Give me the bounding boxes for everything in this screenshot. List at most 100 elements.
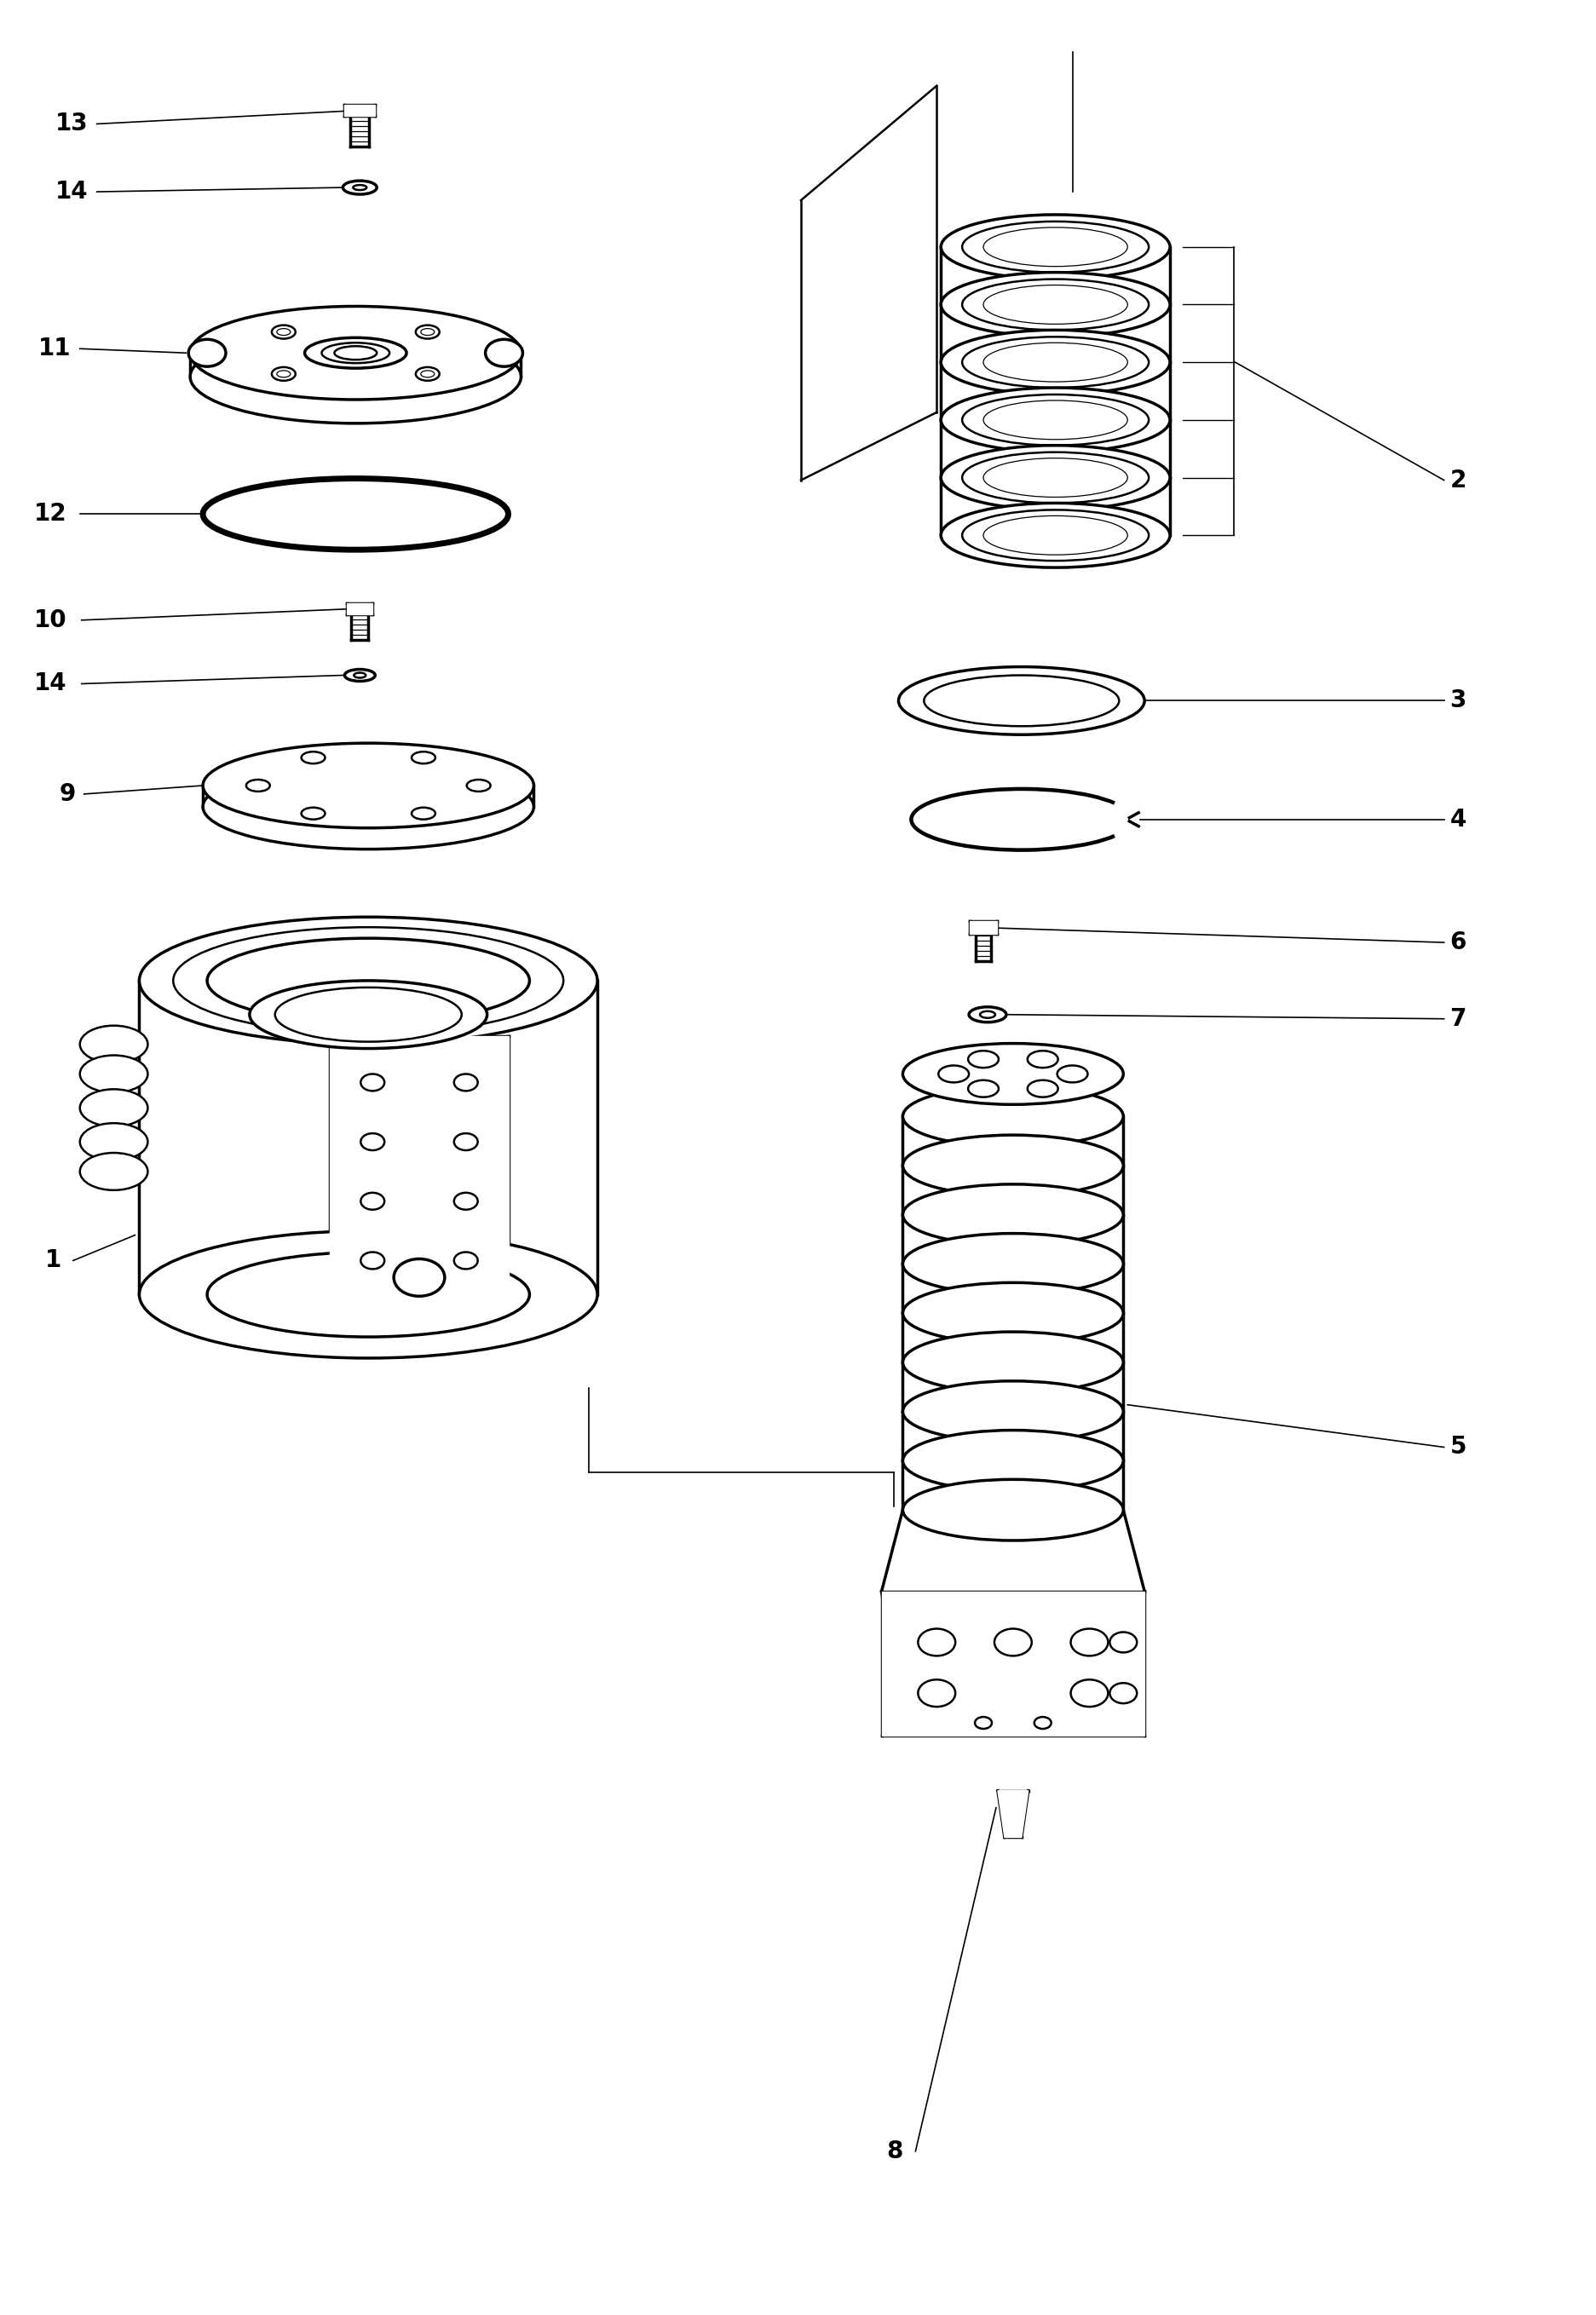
Text: 2: 2 [1449,468,1467,493]
Ellipse shape [1028,1081,1058,1097]
Ellipse shape [139,917,597,1044]
Ellipse shape [962,336,1149,387]
Polygon shape [970,921,998,933]
Text: 3: 3 [1449,690,1467,713]
Ellipse shape [139,1232,597,1359]
Ellipse shape [466,780,490,792]
Polygon shape [330,1035,508,1299]
Polygon shape [881,1590,1144,1736]
Ellipse shape [361,1134,385,1151]
Ellipse shape [305,338,407,368]
Ellipse shape [80,1153,148,1190]
Ellipse shape [903,1382,1124,1442]
Ellipse shape [246,780,270,792]
Polygon shape [998,1792,1028,1838]
Ellipse shape [453,1192,477,1211]
Ellipse shape [903,1044,1124,1104]
Ellipse shape [203,743,533,829]
Ellipse shape [962,280,1149,331]
Ellipse shape [942,273,1170,336]
Ellipse shape [942,215,1170,280]
Ellipse shape [1057,1065,1088,1083]
Ellipse shape [942,387,1170,451]
Ellipse shape [942,331,1170,394]
Ellipse shape [203,764,533,850]
Ellipse shape [271,368,295,380]
Ellipse shape [394,1259,445,1296]
Polygon shape [346,604,372,613]
Ellipse shape [80,1026,148,1063]
Ellipse shape [938,1065,969,1083]
Ellipse shape [353,185,367,190]
Ellipse shape [412,808,436,820]
Text: 8: 8 [886,2139,903,2162]
Ellipse shape [962,509,1149,560]
Text: 11: 11 [38,336,72,361]
Ellipse shape [975,1718,991,1729]
Ellipse shape [412,752,436,764]
Ellipse shape [994,1630,1031,1655]
Ellipse shape [962,394,1149,444]
Ellipse shape [903,1331,1124,1394]
Ellipse shape [354,674,365,678]
Ellipse shape [276,370,290,377]
Text: 7: 7 [1449,1007,1467,1030]
Ellipse shape [962,451,1149,502]
Ellipse shape [983,343,1127,382]
Ellipse shape [918,1630,956,1655]
Ellipse shape [1109,1683,1136,1704]
Ellipse shape [343,181,377,194]
Text: 1: 1 [45,1248,61,1273]
Ellipse shape [485,340,523,366]
Ellipse shape [924,676,1119,727]
Ellipse shape [275,989,461,1042]
Text: 13: 13 [56,111,88,137]
Ellipse shape [453,1134,477,1151]
Text: 14: 14 [34,671,67,697]
Ellipse shape [1071,1681,1108,1706]
Ellipse shape [903,1479,1124,1539]
Ellipse shape [1071,1630,1108,1655]
Ellipse shape [453,1074,477,1090]
Text: 10: 10 [34,609,67,632]
Ellipse shape [361,1252,385,1269]
Text: 12: 12 [34,502,67,526]
Ellipse shape [969,1081,999,1097]
Ellipse shape [969,1051,999,1067]
Ellipse shape [271,324,295,338]
Ellipse shape [207,1252,530,1336]
Ellipse shape [942,502,1170,567]
Ellipse shape [983,400,1127,440]
Ellipse shape [983,516,1127,556]
Ellipse shape [962,222,1149,273]
Ellipse shape [249,982,487,1049]
Text: 14: 14 [56,181,88,204]
Ellipse shape [1034,1718,1052,1729]
Ellipse shape [918,1681,956,1706]
Ellipse shape [903,1431,1124,1491]
Ellipse shape [942,444,1170,509]
Ellipse shape [80,1090,148,1127]
Ellipse shape [276,329,290,336]
Ellipse shape [969,1007,1005,1023]
Ellipse shape [80,1056,148,1093]
Ellipse shape [203,479,508,549]
Ellipse shape [190,331,520,424]
Ellipse shape [903,1283,1124,1343]
Ellipse shape [335,347,377,359]
Ellipse shape [983,458,1127,498]
Ellipse shape [302,808,326,820]
Ellipse shape [983,285,1127,324]
Ellipse shape [207,938,530,1023]
Ellipse shape [322,343,389,363]
Ellipse shape [899,667,1144,734]
Ellipse shape [903,1234,1124,1294]
Ellipse shape [80,1123,148,1160]
Ellipse shape [174,928,563,1035]
Ellipse shape [1109,1632,1136,1653]
Polygon shape [345,104,375,116]
Ellipse shape [983,227,1127,266]
Ellipse shape [415,324,439,338]
Ellipse shape [361,1192,385,1211]
Ellipse shape [903,1185,1124,1245]
